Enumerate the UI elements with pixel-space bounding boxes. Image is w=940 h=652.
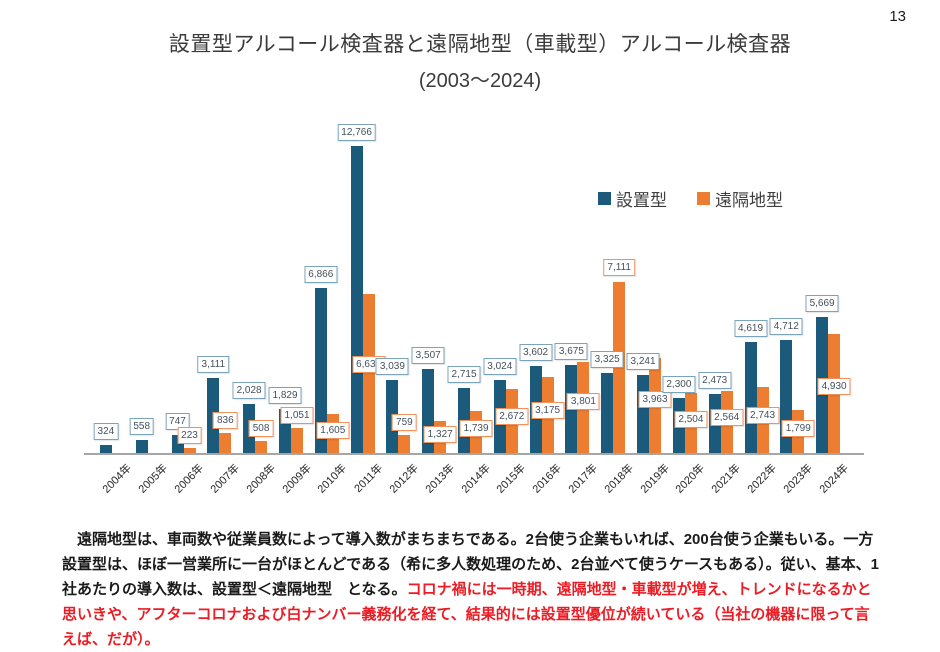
data-label-installed: 12,766 [337, 124, 376, 141]
data-label-remote: 759 [392, 414, 417, 431]
x-axis-label: 2016年 [530, 462, 565, 496]
legend-item-設置型: 設置型 [598, 186, 667, 211]
bar-installed-2010年 [314, 288, 327, 453]
page-number: 13 [889, 8, 906, 25]
data-label-remote: 3,963 [638, 391, 672, 409]
bar-installed-2022年 [744, 342, 757, 453]
data-label-remote: 223 [177, 427, 202, 444]
x-axis-label: 2017年 [566, 462, 601, 496]
commentary-red-text: コロナ禍には一時期、遠隔地型・車載型が増え、トレンドになるかと思いきや、アフター… [62, 581, 872, 648]
x-axis-label: 2010年 [315, 462, 350, 496]
data-label-remote: 2,504 [674, 410, 708, 428]
x-axis-label: 2005年 [136, 462, 171, 496]
x-axis-label: 2014年 [459, 462, 493, 496]
data-label-installed: 3,024 [483, 358, 517, 375]
bar-installed-2004年 [99, 445, 112, 453]
plot-area: 324 2004年 558 2005年 747 223 2006年 3,111 836 2007年… [93, 120, 851, 496]
data-label-remote: 4,930 [817, 378, 851, 395]
data-label-remote: 2,564 [710, 409, 744, 427]
legend-item-遠隔地型: 遠隔地型 [697, 186, 783, 211]
slide-title: 設置型アルコール検査器と遠隔地型（車載型）アルコール検査器 (2003～2024… [0, 28, 940, 93]
bar-installed-2005年 [135, 440, 148, 453]
data-label-installed: 558 [129, 418, 155, 435]
data-label-installed: 2,028 [232, 382, 266, 399]
bar-installed-2011年 [350, 146, 363, 453]
x-axis-label: 2006年 [172, 462, 207, 496]
x-axis-label: 2015年 [494, 462, 529, 496]
x-axis-label: 2022年 [745, 462, 780, 496]
data-label-remote: 7,111 [603, 259, 635, 276]
x-axis-label: 2012年 [387, 462, 422, 496]
commentary-black-text: 遠隔地型は、車両数や従業員数によって導入数がまちまちである。2台使う企業もいれば… [62, 531, 879, 598]
bar-remote-2006年 [183, 448, 196, 453]
x-axis-label: 2019年 [638, 462, 672, 496]
bar-remote-2009年 [291, 428, 303, 453]
title-line-1: 設置型アルコール検査器と遠隔地型（車載型）アルコール検査器 [168, 33, 792, 56]
bar-remote-2011年 [362, 294, 375, 453]
bar-remote-2008年 [255, 441, 268, 453]
data-label-remote: 1,799 [781, 419, 815, 437]
commentary-paragraph: 遠隔地型は、車両数や従業員数によって導入数がまちまちである。2台使う企業もいれば… [62, 527, 884, 652]
x-axis-label: 2009年 [280, 462, 314, 496]
data-label-installed: 3,039 [375, 358, 409, 375]
data-label-installed: 3,325 [590, 351, 624, 368]
title-line-2: (2003～2024) [418, 70, 542, 92]
data-label-remote: 2,672 [495, 408, 529, 426]
legend-swatch [598, 192, 611, 205]
data-label-remote: 3,175 [531, 401, 565, 419]
x-axis-label: 2021年 [709, 462, 744, 496]
x-axis-label: 2004年 [100, 462, 135, 496]
x-axis-label: 2023年 [781, 462, 815, 496]
data-label-installed: 2,473 [698, 372, 732, 389]
bar-installed-2018年 [601, 373, 614, 453]
chart-legend: 設置型 遠隔地型 [598, 186, 783, 211]
bar-remote-2012年 [398, 435, 411, 453]
bar-remote-2007年 [219, 433, 232, 453]
data-label-installed: 4,712 [769, 318, 803, 335]
data-label-remote: 1,327 [423, 425, 457, 443]
data-label-installed: 3,602 [519, 344, 553, 361]
data-label-remote: 2,743 [745, 407, 780, 425]
data-label-installed: 1,829 [268, 387, 302, 404]
data-label-installed: 2,715 [447, 366, 481, 383]
x-axis-line [84, 453, 864, 455]
data-label-remote: 1,739 [459, 420, 493, 438]
legend-swatch [697, 192, 710, 205]
x-axis-label: 2018年 [602, 462, 636, 496]
data-label-installed: 324 [93, 423, 119, 440]
x-axis-label: 2007年 [208, 462, 242, 496]
legend-label: 遠隔地型 [715, 191, 783, 210]
x-axis-label: 2024年 [817, 462, 851, 496]
legend-label: 設置型 [616, 191, 667, 210]
data-label-installed: 6,866 [304, 266, 338, 283]
data-label-installed: 5,669 [805, 295, 839, 312]
data-label-installed: 3,111 [197, 356, 230, 373]
data-label-installed: 4,619 [733, 320, 768, 337]
data-label-installed: 3,241 [626, 353, 660, 370]
data-label-remote: 1,051 [280, 407, 314, 424]
data-label-installed: 3,675 [554, 343, 588, 360]
x-axis-label: 2011年 [352, 462, 386, 496]
x-axis-label: 2020年 [673, 462, 708, 496]
x-axis-label: 2013年 [423, 462, 457, 496]
data-label-installed: 2,300 [662, 376, 696, 393]
data-label-installed: 3,507 [411, 347, 445, 364]
data-label-remote: 1,605 [316, 422, 350, 439]
data-label-remote: 508 [248, 420, 274, 437]
bar-installed-2019年 [637, 375, 649, 453]
x-axis-label: 2008年 [244, 462, 278, 496]
data-label-remote: 836 [212, 412, 238, 429]
data-label-remote: 3,801 [566, 393, 600, 411]
